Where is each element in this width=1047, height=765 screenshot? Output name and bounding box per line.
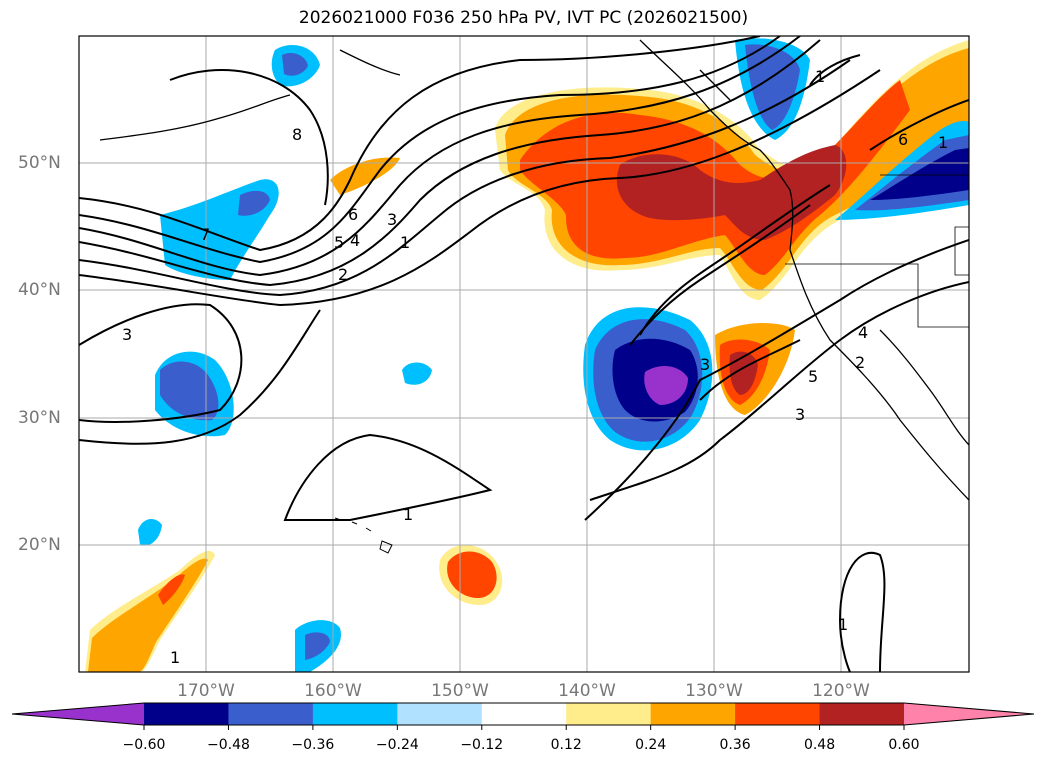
- contour-label: 7: [200, 225, 210, 244]
- lon-label-120w: 120°W: [812, 681, 870, 701]
- contour-label: 2: [338, 265, 348, 284]
- lon-label-150w: 150°W: [431, 681, 489, 701]
- colorbar-segment: [566, 703, 652, 725]
- pv-contours: [79, 36, 969, 672]
- contour-label: 4: [350, 231, 360, 250]
- contour-label: 3: [700, 355, 710, 374]
- contour-label: 1: [170, 648, 180, 667]
- contour-label: 5: [808, 367, 818, 386]
- contour-label: 1: [403, 505, 413, 524]
- contour-label: 1: [815, 67, 825, 86]
- contour-label: 3: [387, 210, 397, 229]
- colorbar-tick-label: −0.12: [460, 737, 504, 753]
- colorbar-tick-label: −0.48: [206, 737, 250, 753]
- lat-label-40n: 40°N: [18, 280, 61, 300]
- contour-label: 1: [400, 233, 410, 252]
- colorbar-segment: [144, 703, 229, 725]
- contour-label: 2: [855, 353, 865, 372]
- colorbar-tick-label: 0.24: [635, 737, 667, 753]
- contour-label: 3: [795, 405, 805, 424]
- colorbar-tick-label: −0.36: [291, 737, 335, 753]
- lat-label-50n: 50°N: [18, 153, 61, 173]
- lon-label-140w: 140°W: [558, 681, 616, 701]
- contour-label: 5: [334, 233, 344, 252]
- contour-label: 1: [838, 615, 848, 634]
- colorbar-segment: [735, 703, 821, 725]
- contour-label: 4: [858, 323, 868, 342]
- colorbar-tick-label: 0.48: [803, 737, 836, 753]
- contour-labels: 8 7 6 5 4 3 2 1 3 1 1 1 6 1 5 4 3 2 3 1: [122, 67, 948, 667]
- colorbar-segment: [650, 703, 736, 725]
- lon-label-130w: 130°W: [685, 681, 743, 701]
- colorbar-segment: [312, 703, 398, 725]
- colorbar-extend-low: [12, 703, 144, 725]
- pv-anomaly-shading: [85, 38, 969, 672]
- map-title: 2026021000 F036 250 hPa PV, IVT PC (2026…: [298, 8, 749, 28]
- state-borders: [785, 174, 969, 328]
- colorbar-tick-label: 0.60: [888, 737, 920, 753]
- colorbar-segment: [397, 703, 483, 725]
- lon-label-170w: 170°W: [177, 681, 235, 701]
- plot-area: 8 7 6 5 4 3 2 1 3 1 1 1 6 1 5 4 3 2 3 1: [79, 36, 969, 672]
- map-frame: [78, 35, 970, 673]
- colorbar: [11, 702, 1035, 730]
- colorbar-segment: [819, 703, 905, 725]
- contour-label: 3: [122, 325, 132, 344]
- colorbar-extend-high: [904, 703, 1034, 725]
- contour-label: 6: [348, 205, 358, 224]
- graticule: [79, 36, 969, 672]
- lat-label-20n: 20°N: [18, 535, 61, 555]
- colorbar-tick-label: 0.12: [550, 737, 582, 753]
- coastline: [99, 39, 969, 501]
- colorbar-segment: [228, 703, 314, 725]
- contour-label: 1: [938, 133, 948, 152]
- colorbar-tick-label: −0.60: [122, 737, 166, 753]
- colorbar-tick-label: 0.36: [719, 737, 751, 753]
- colorbar-tick-label: −0.24: [375, 737, 419, 753]
- colorbar-segment: [481, 703, 567, 725]
- contour-label: 6: [898, 130, 908, 149]
- contour-label: 8: [292, 125, 302, 144]
- lat-label-30n: 30°N: [18, 408, 61, 428]
- lon-label-160w: 160°W: [304, 681, 362, 701]
